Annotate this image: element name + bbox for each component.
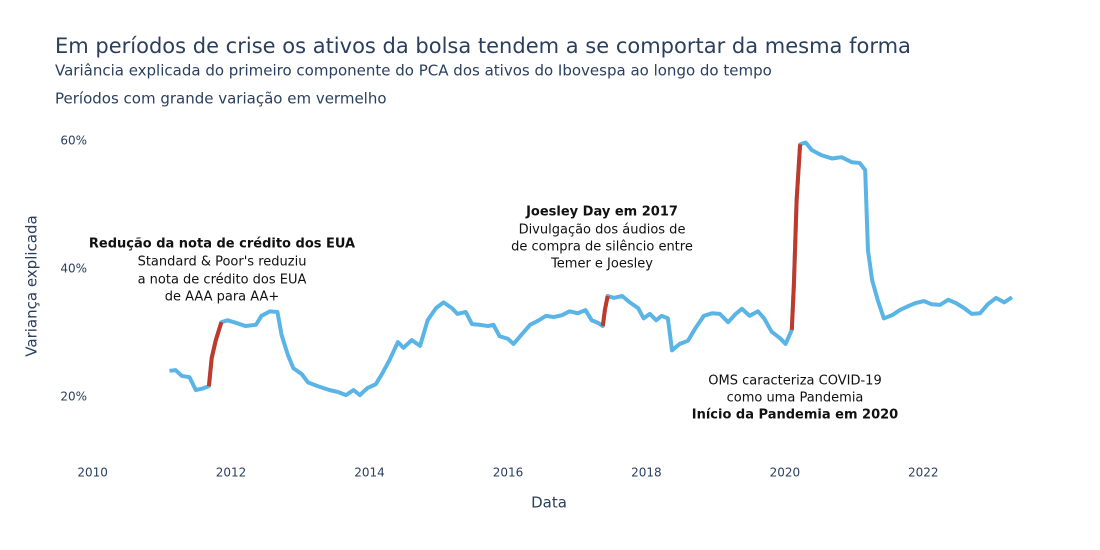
- chart-subtitle: Variância explicada do primeiro componen…: [55, 62, 772, 80]
- annotation-text: a nota de crédito dos EUA: [138, 273, 307, 288]
- x-axis-label: Data: [531, 494, 567, 512]
- annotation-text: de compra de silêncio entre: [511, 240, 693, 255]
- x-tick-label: 2010: [77, 466, 108, 480]
- annotation-text: Temer e Joesley: [550, 257, 653, 272]
- annotation-title: Joesley Day em 2017: [525, 205, 678, 220]
- annotation-text: Divulgação dos áudios de: [519, 223, 686, 238]
- series-line: [169, 140, 1014, 398]
- annotation-text: de AAA para AA+: [165, 290, 280, 305]
- annotation-text: Standard & Poor's reduziu: [138, 255, 307, 270]
- y-tick-label: 40%: [60, 262, 87, 276]
- x-tick-label: 2022: [908, 466, 939, 480]
- annotation-title: Início da Pandemia em 2020: [692, 408, 898, 423]
- chart-title: Em períodos de crise os ativos da bolsa …: [55, 34, 911, 58]
- series-line: [206, 144, 803, 387]
- x-tick-label: 2016: [493, 466, 524, 480]
- y-axis-label: Variança explicada: [23, 215, 41, 356]
- x-tick-label: 2020: [770, 466, 801, 480]
- y-tick-label: 20%: [60, 390, 87, 404]
- x-tick-label: 2018: [631, 466, 662, 480]
- y-tick-label: 60%: [60, 134, 87, 148]
- annotation-title: Redução da nota de crédito dos EUA: [89, 237, 355, 252]
- x-tick-label: 2012: [216, 466, 247, 480]
- annotation-text: OMS caracteriza COVID-19: [708, 374, 881, 389]
- x-tick-label: 2014: [354, 466, 385, 480]
- chart-note: Períodos com grande variação em vermelho: [55, 90, 387, 108]
- annotation-text: como uma Pandemia: [727, 391, 864, 406]
